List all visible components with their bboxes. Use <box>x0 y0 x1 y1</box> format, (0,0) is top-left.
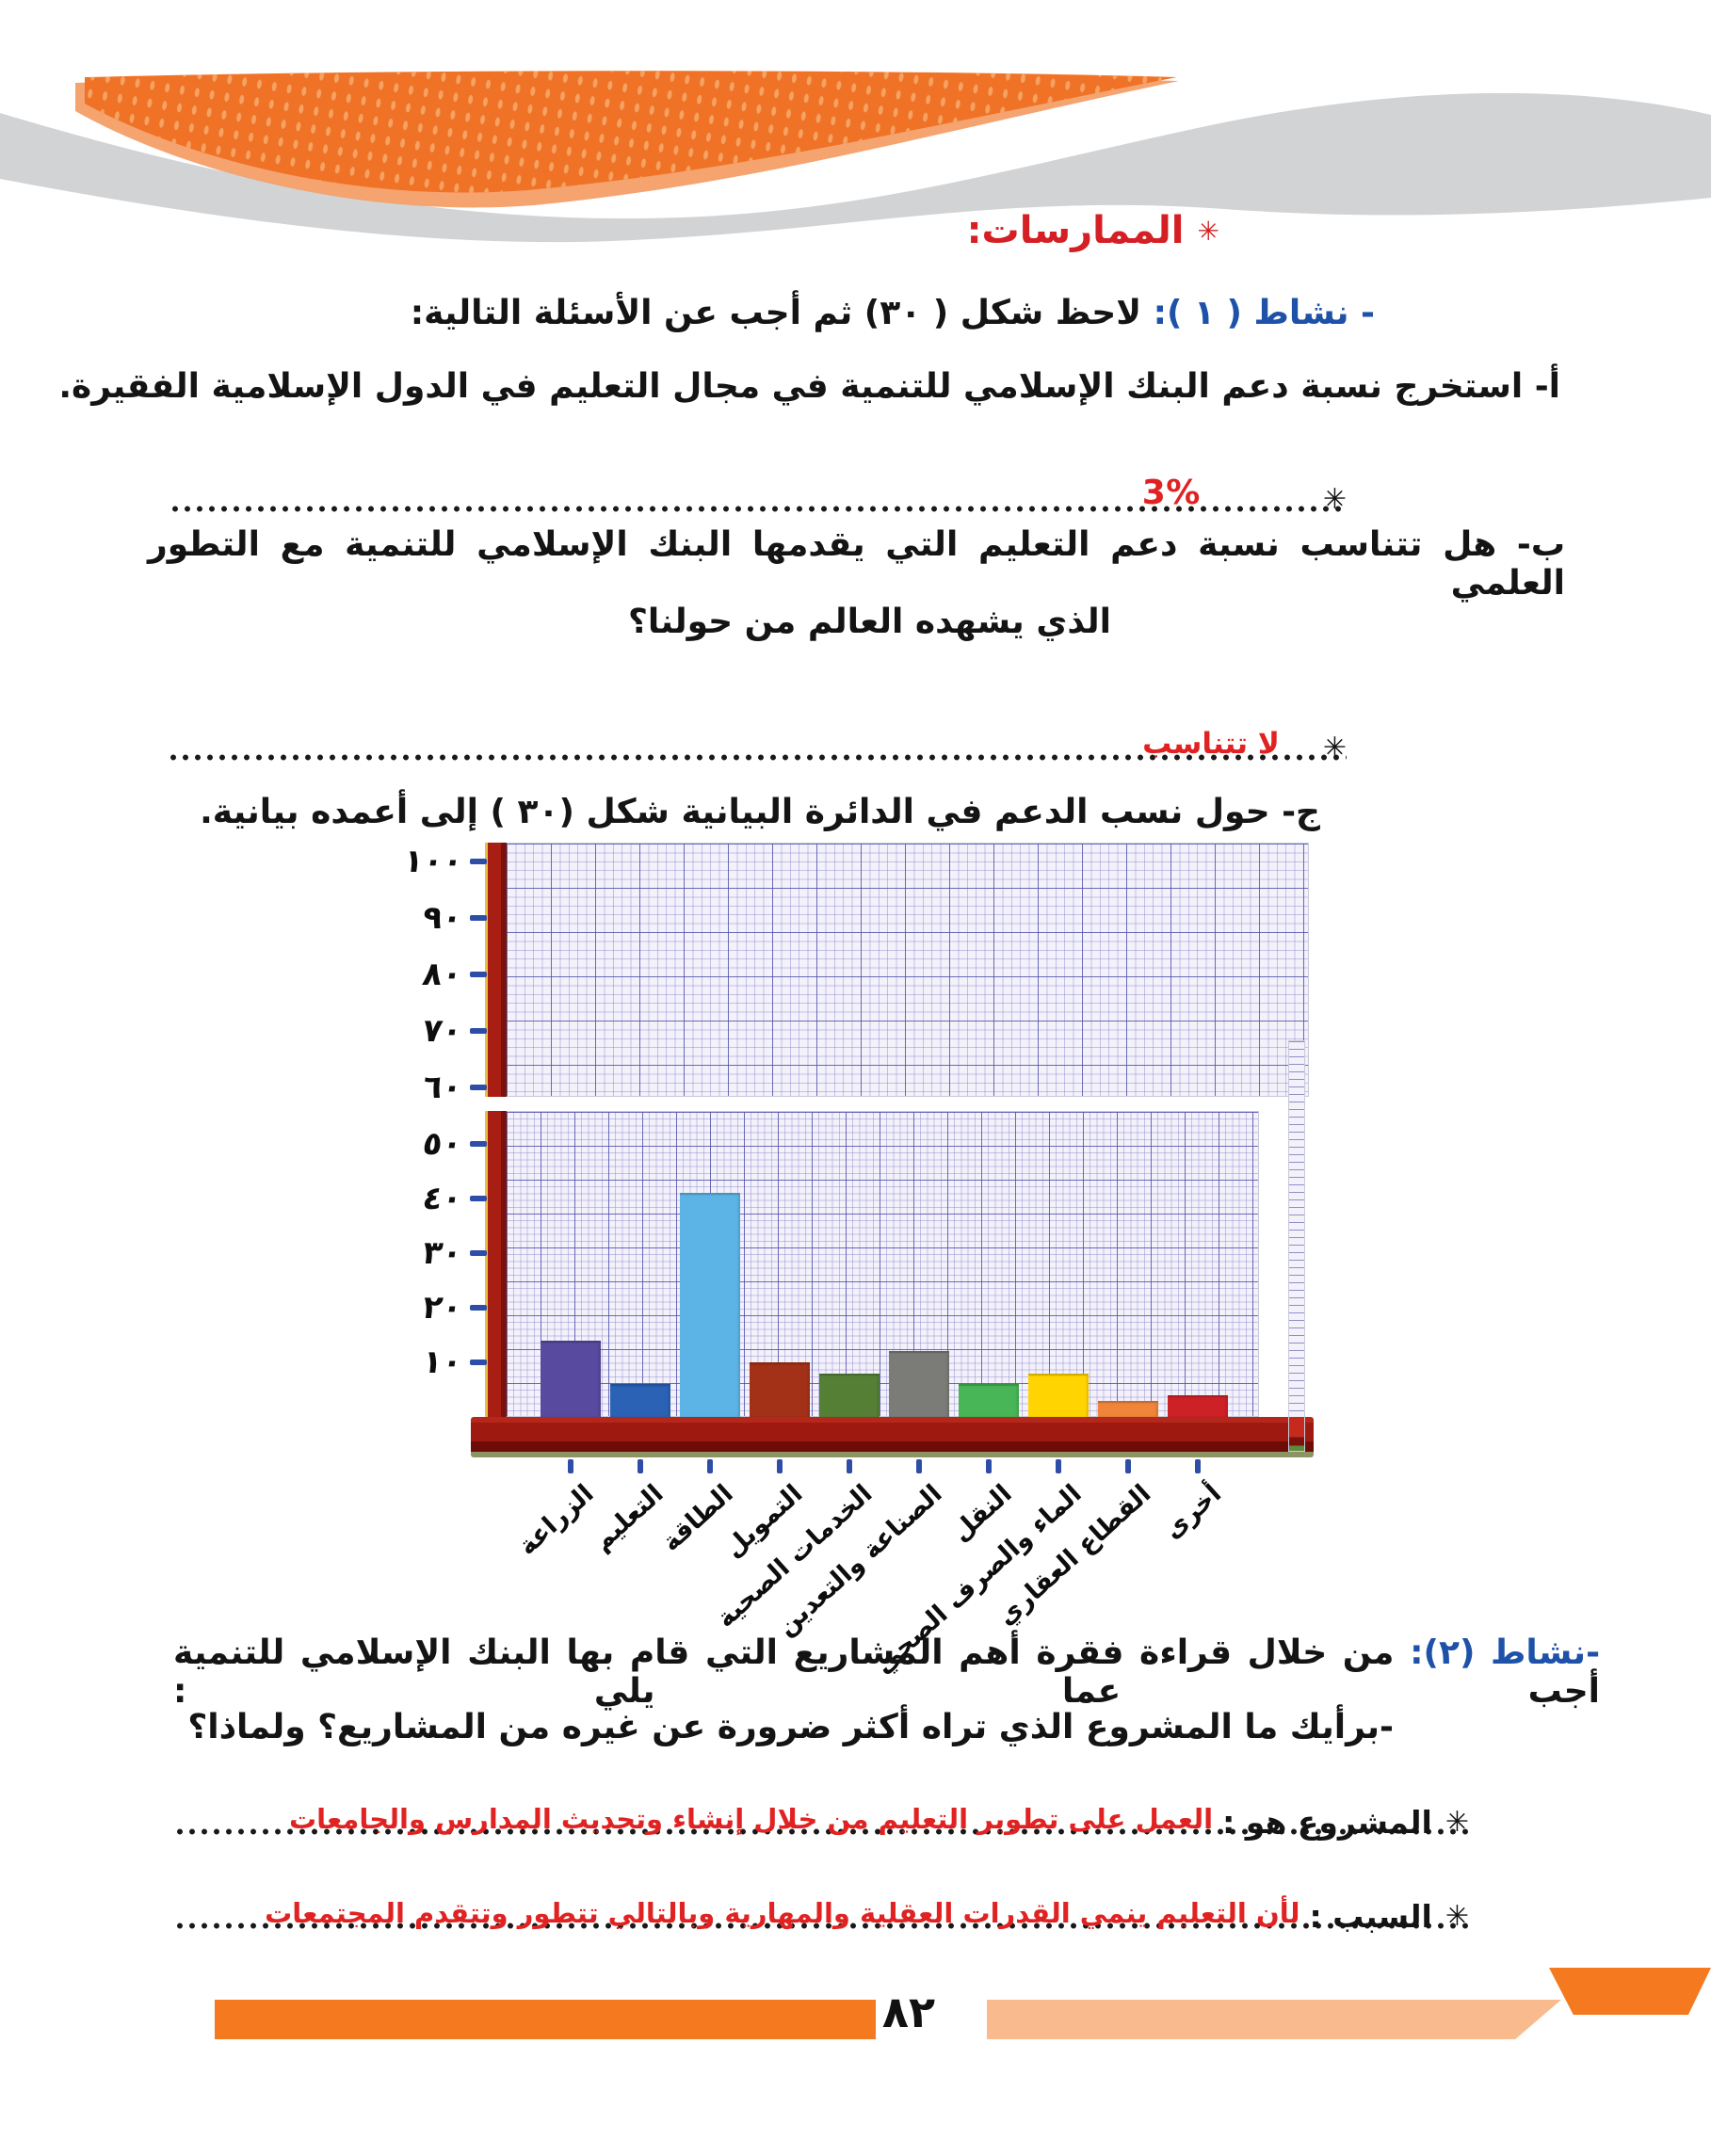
bar-5 <box>819 1373 880 1417</box>
activity2-label: -نشاط (٢): <box>1410 1633 1601 1672</box>
y-tick-label: ٢٠ <box>420 1289 465 1327</box>
y-tick-label: ٧٠ <box>420 1012 465 1050</box>
y-tick-dash <box>470 1305 487 1311</box>
answer-star-icon: ✳ <box>1322 483 1347 516</box>
y-tick-label: ٨٠ <box>420 956 465 993</box>
y-tick-dash <box>470 1085 487 1090</box>
x-axis-tick <box>1195 1459 1201 1473</box>
x-axis-tick <box>1125 1459 1131 1473</box>
bar-7 <box>959 1384 1019 1417</box>
bar-9 <box>1098 1400 1158 1417</box>
question-b-line2: الذي يشهده العالم من حولنا؟ <box>628 603 1111 641</box>
bar-3 <box>680 1193 740 1417</box>
answer-a-text: 3% <box>1141 474 1201 512</box>
y-tick-dash <box>470 1360 487 1365</box>
y-tick-dash <box>470 915 487 921</box>
answer-star-icon: ✳ <box>1445 1806 1469 1839</box>
y-axis-tick: ١٠ <box>381 1343 487 1382</box>
answer-line-b: ✳ لا تتناسب <box>168 716 1347 766</box>
y-tick-label: ٥٠ <box>420 1125 465 1163</box>
y-axis-tick: ٨٠ <box>381 955 487 994</box>
answer-star-icon: ✳ <box>1445 1900 1469 1933</box>
footer-corner-shape <box>1549 1968 1711 2015</box>
category-label: التعليم <box>587 1479 670 1557</box>
y-axis-tick: ٧٠ <box>381 1011 487 1051</box>
bar-8 <box>1028 1373 1089 1417</box>
y-axis-tick: ٣٠ <box>381 1233 487 1273</box>
practices-title: ✳ الممارسات: <box>967 209 1219 252</box>
wave-dot-pattern <box>85 71 1177 193</box>
x-axis-tick <box>777 1459 783 1473</box>
y-tick-dash <box>470 1250 487 1256</box>
activity1-label: - نشاط ( ١ ): <box>1153 294 1375 332</box>
question-c: ج- حول نسب الدعم في الدائرة البيانية شكل… <box>200 793 1320 831</box>
activity2-intro: من خلال قراءة فقرة أهم المشاريع التي قام… <box>173 1633 1600 1711</box>
scan-fold-strip <box>1288 1040 1305 1452</box>
answer-b-text: لا تتناسب <box>1142 727 1280 761</box>
y-axis-tick: ٤٠ <box>381 1179 487 1218</box>
y-tick-label: ٦٠ <box>420 1069 465 1106</box>
y-tick-dash <box>470 859 487 864</box>
y-axis-tick: ١٠٠ <box>381 842 487 881</box>
x-axis-tick <box>568 1459 573 1473</box>
reason-answer-label: السبب : <box>1309 1898 1432 1935</box>
practices-title-text: الممارسات: <box>966 209 1185 252</box>
y-axis-tick: ٩٠ <box>381 898 487 938</box>
y-tick-label: ٣٠ <box>420 1234 465 1272</box>
project-answer-text: العمل على تطوير التعليم من خلال إنشاء وت… <box>289 1803 1214 1835</box>
question-b-line1: ب- هل تتناسب نسبة دعم التعليم التي يقدمه… <box>148 525 1565 603</box>
category-label: الزراعة <box>512 1479 600 1562</box>
wave-gray <box>0 92 1711 243</box>
x-axis-baseline <box>471 1417 1314 1457</box>
y-tick-label: ٤٠ <box>420 1180 465 1217</box>
question-a: أ- استخرج نسبة دعم البنك الإسلامي للتنمي… <box>58 367 1560 406</box>
graph-paper-lower <box>506 1111 1259 1417</box>
answer-star-icon: ✳ <box>1322 732 1347 764</box>
x-axis-tick <box>986 1459 992 1473</box>
y-tick-label: ٩٠ <box>420 899 465 937</box>
activity2-heading: -نشاط (٢): من خلال قراءة فقرة أهم المشار… <box>173 1633 1600 1711</box>
footer-bar-left <box>215 2000 876 2039</box>
y-tick-dash <box>470 972 487 977</box>
graph-paper-upper <box>506 843 1309 1097</box>
bar-6 <box>889 1351 949 1417</box>
bar-chart: ١٠٠ ٩٠ ٨٠ ٧٠ ٦٠ ٥٠ ٤٠ ٣٠ ٢٠ ١٠ الزراعة التعليم الطاق… <box>381 842 1493 1680</box>
bar-2 <box>610 1384 670 1417</box>
activity1-intro: لاحظ شكل ( ٣٠) ثم أجب عن الأسئلة التالية… <box>410 294 1142 332</box>
x-axis-tick <box>916 1459 922 1473</box>
y-tick-dash <box>470 1141 487 1147</box>
answer-line-reason: ✳ السبب : لأن التعليم ينمي القدرات العقل… <box>174 1876 1469 1935</box>
activity1-heading: - نشاط ( ١ ): لاحظ شكل ( ٣٠) ثم أجب عن ا… <box>411 294 1375 332</box>
footer-bar-right <box>987 2000 1561 2039</box>
section-star-icon: ✳ <box>1197 215 1219 247</box>
x-axis-tick <box>638 1459 643 1473</box>
header-wave-decoration <box>0 71 1711 243</box>
y-tick-dash <box>470 1028 487 1034</box>
x-axis-tick <box>707 1459 713 1473</box>
bar-1 <box>541 1340 601 1417</box>
y-tick-dash <box>470 1196 487 1201</box>
reason-answer-text: لأن التعليم ينمي القدرات العقلية والمهار… <box>265 1897 1300 1929</box>
y-tick-label: ١٠٠ <box>400 843 465 880</box>
y-axis-tick: ٥٠ <box>381 1124 487 1164</box>
y-axis-tick: ٦٠ <box>381 1068 487 1107</box>
answer-line-a: ✳ 3% <box>169 467 1347 518</box>
category-label: أخرى <box>1157 1479 1227 1546</box>
x-axis-tick <box>847 1459 852 1473</box>
answer-line-project: ✳ المشروع هو : العمل على تطوير التعليم م… <box>174 1782 1469 1841</box>
activity2-question: -برأيك ما المشروع الذي تراه أكثر ضرورة ع… <box>187 1708 1394 1746</box>
page-number: ٨٢ <box>881 1987 936 2037</box>
x-axis-tick <box>1056 1459 1061 1473</box>
y-tick-label: ١٠ <box>420 1343 465 1381</box>
y-axis-tick: ٢٠ <box>381 1288 487 1327</box>
bar-10 <box>1168 1394 1228 1417</box>
y-axis-bar-lower <box>485 1111 507 1417</box>
y-axis-bar-upper <box>485 843 507 1097</box>
bar-4 <box>750 1362 810 1417</box>
project-answer-label: المشروع هو : <box>1222 1804 1432 1841</box>
